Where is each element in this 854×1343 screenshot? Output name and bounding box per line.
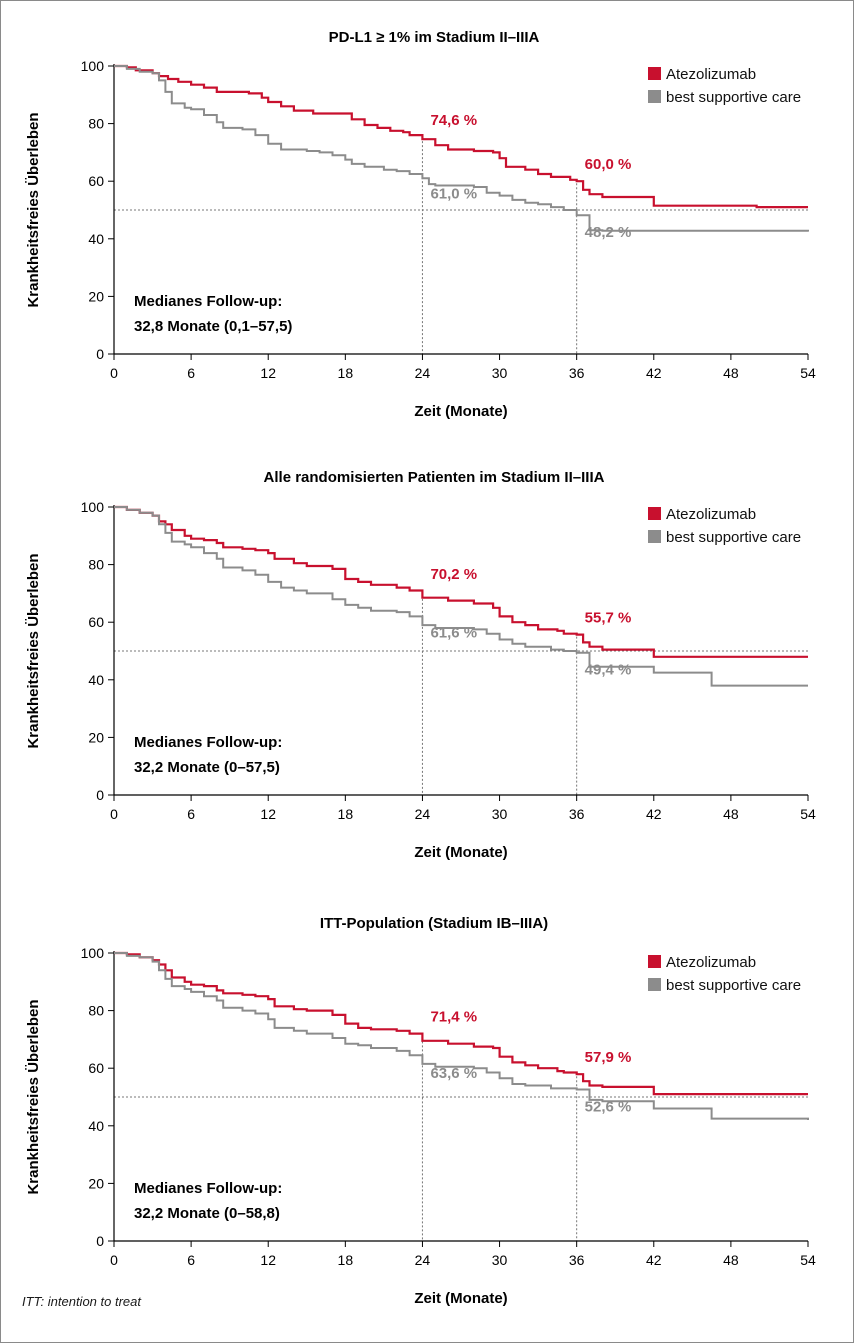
chart2-legend-label-2: best supportive care — [666, 529, 801, 546]
chart2-x-tick-label: 48 — [723, 806, 739, 822]
chart2-x-tick-label: 42 — [646, 806, 662, 822]
chart3-y-tick-label: 40 — [88, 1118, 104, 1134]
chart3-legend-swatch-2 — [648, 978, 661, 991]
chart3-y-tick-label: 80 — [88, 1003, 104, 1019]
chart2-x-tick-label: 0 — [110, 806, 118, 822]
chart2-y-tick-label: 20 — [88, 729, 104, 745]
chart2-atezolizumab-curve — [114, 505, 808, 658]
chart1-annotation-4: 48,2 % — [585, 224, 632, 241]
chart1-y-axis-label: Krankheitsfreies Überleben — [25, 112, 42, 307]
chart3-y-tick-label: 20 — [88, 1175, 104, 1191]
chart2-y-tick-label: 100 — [81, 499, 105, 515]
chart2-x-tick-label: 18 — [338, 806, 354, 822]
chart2-x-tick-label: 12 — [260, 806, 276, 822]
chart3-x-tick-label: 18 — [338, 1252, 354, 1268]
chart2-legend-swatch-2 — [648, 530, 661, 543]
chart1-annotation-3: 60,0 % — [585, 156, 632, 173]
chart1-x-tick-label: 36 — [569, 365, 585, 381]
chart2-x-tick-label: 54 — [800, 806, 816, 822]
chart2-annotation-3: 55,7 % — [585, 610, 632, 627]
chart1-x-axis-label: Zeit (Monate) — [414, 403, 507, 420]
chart2-x-tick-label: 36 — [569, 806, 585, 822]
chart3-atezolizumab-curve — [114, 951, 808, 1096]
chart1-x-tick-label: 30 — [492, 365, 508, 381]
chart1-x-tick-label: 18 — [338, 365, 354, 381]
chart2-y-tick-label: 80 — [88, 557, 104, 573]
chart2-x-axis-label: Zeit (Monate) — [414, 844, 507, 861]
chart2-legend-label-1: Atezolizumab — [666, 506, 756, 523]
chart3-x-tick-label: 24 — [415, 1252, 431, 1268]
chart1-x-tick-label: 54 — [800, 365, 816, 381]
chart1-title: PD-L1 ≥ 1% im Stadium II–IIIA — [329, 29, 540, 46]
chart2-annotation-2: 61,6 % — [430, 625, 477, 642]
chart3-x-tick-label: 0 — [110, 1252, 118, 1268]
chart2-annotation-1: 70,2 % — [430, 566, 477, 583]
chart3-x-tick-label: 6 — [187, 1252, 195, 1268]
chart1-followup-note-line-1: Medianes Follow-up: — [134, 293, 282, 310]
chart1-annotation-2: 61,0 % — [430, 185, 477, 202]
chart1-annotation-1: 74,6 % — [430, 112, 477, 129]
chart1-legend-swatch-1 — [648, 67, 661, 80]
chart2-y-tick-label: 40 — [88, 672, 104, 688]
chart3-annotation-4: 52,6 % — [585, 1099, 632, 1116]
chart3-x-tick-label: 42 — [646, 1252, 662, 1268]
chart3-followup-note-line-1: Medianes Follow-up: — [134, 1180, 282, 1197]
chart2-followup-note-line-2: 32,2 Monate (0–57,5) — [134, 759, 280, 776]
chart3-legend-label-2: best supportive care — [666, 977, 801, 994]
chart2-x-tick-label: 30 — [492, 806, 508, 822]
chart3-x-tick-label: 48 — [723, 1252, 739, 1268]
chart3-x-tick-label: 36 — [569, 1252, 585, 1268]
chart1-x-tick-label: 48 — [723, 365, 739, 381]
chart2-y-axis-label: Krankheitsfreies Überleben — [25, 553, 42, 748]
chart1-y-tick-label: 0 — [96, 346, 104, 362]
chart1-x-tick-label: 24 — [415, 365, 431, 381]
chart2-x-tick-label: 6 — [187, 806, 195, 822]
chart2-y-tick-label: 60 — [88, 614, 104, 630]
chart1-y-tick-label: 20 — [88, 288, 104, 304]
chart1-x-tick-label: 6 — [187, 365, 195, 381]
chart1-bsc-curve — [114, 65, 809, 232]
chart1-atezolizumab-curve — [114, 64, 808, 209]
chart1-y-tick-label: 40 — [88, 231, 104, 247]
chart1-y-tick-label: 60 — [88, 173, 104, 189]
chart2-legend-swatch-1 — [648, 507, 661, 520]
chart2-y-tick-label: 0 — [96, 787, 104, 803]
chart1-followup-note-line-2: 32,8 Monate (0,1–57,5) — [134, 318, 292, 335]
chart3-y-axis-label: Krankheitsfreies Überleben — [25, 999, 42, 1194]
chart2-annotation-4: 49,4 % — [585, 662, 632, 679]
chart1-legend-label-1: Atezolizumab — [666, 66, 756, 83]
chart2-x-tick-label: 24 — [415, 806, 431, 822]
chart3-x-axis-label: Zeit (Monate) — [414, 1290, 507, 1307]
chart3-bsc-curve — [114, 952, 809, 1120]
chart3-x-tick-label: 12 — [260, 1252, 276, 1268]
chart3-annotation-2: 63,6 % — [430, 1065, 477, 1082]
chart2-bsc-curve — [114, 506, 808, 687]
chart3-x-tick-label: 30 — [492, 1252, 508, 1268]
chart3-x-tick-label: 54 — [800, 1252, 816, 1268]
footnote: ITT: intention to treat — [22, 1294, 141, 1309]
chart3-y-tick-label: 0 — [96, 1233, 104, 1249]
chart1-x-tick-label: 0 — [110, 365, 118, 381]
chart3-legend-label-1: Atezolizumab — [666, 954, 756, 971]
chart1-x-tick-label: 12 — [260, 365, 276, 381]
chart3-followup-note-line-2: 32,2 Monate (0–58,8) — [134, 1205, 280, 1222]
chart3-y-tick-label: 60 — [88, 1060, 104, 1076]
chart2-followup-note-line-1: Medianes Follow-up: — [134, 734, 282, 751]
chart1-x-tick-label: 42 — [646, 365, 662, 381]
chart3-y-tick-label: 100 — [81, 945, 105, 961]
chart2-title: Alle randomisierten Patienten im Stadium… — [264, 469, 605, 486]
chart1-y-tick-label: 80 — [88, 116, 104, 132]
chart3-title: ITT-Population (Stadium IB–IIIA) — [320, 915, 548, 932]
chart3-legend-swatch-1 — [648, 955, 661, 968]
chart3-annotation-3: 57,9 % — [585, 1049, 632, 1066]
chart3-annotation-1: 71,4 % — [430, 1008, 477, 1025]
chart1-y-tick-label: 100 — [81, 58, 105, 74]
chart1-legend-label-2: best supportive care — [666, 89, 801, 106]
chart1-legend-swatch-2 — [648, 90, 661, 103]
